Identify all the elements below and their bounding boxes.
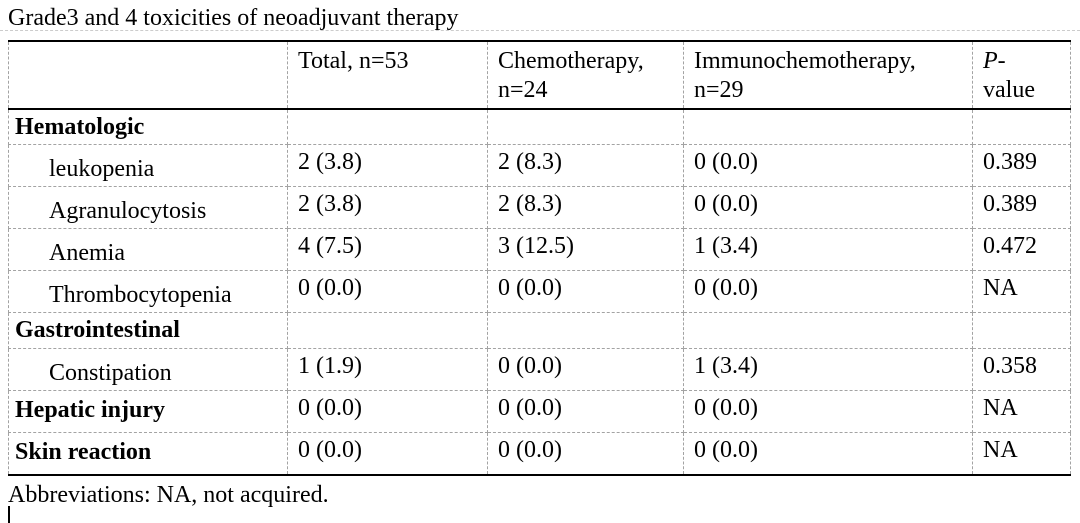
header-chemotherapy-line1: Chemotherapy, <box>498 48 644 74</box>
toxicity-table: Total, n=53 Chemotherapy, n=24 Immunoche… <box>8 40 1071 476</box>
header-immunochemotherapy-line2: n=29 <box>694 77 744 104</box>
header-immunochemotherapy-line1: Immunochemotherapy, <box>694 48 916 74</box>
row-label-cell: leukopenia <box>8 144 288 188</box>
value-cell-immunochemotherapy <box>683 108 973 146</box>
value-cell-pvalue <box>972 108 1071 146</box>
value-cell-immunochemotherapy: 0 (0.0) <box>683 390 973 434</box>
value-cell-chemotherapy: 0 (0.0) <box>487 390 684 434</box>
header-cell-rowlabel <box>8 40 288 110</box>
value-cell-pvalue: 0.389 <box>972 186 1071 230</box>
row-label-cell: Agranulocytosis <box>8 186 288 230</box>
header-cell-pvalue: P- value <box>972 40 1071 110</box>
gridline-artifact <box>0 30 1080 31</box>
value-cell-immunochemotherapy: 1 (3.4) <box>683 348 973 392</box>
abbreviations-note: Abbreviations: NA, not acquired. <box>8 482 329 508</box>
value-cell-immunochemotherapy: 0 (0.0) <box>683 186 973 230</box>
value-cell-chemotherapy: 0 (0.0) <box>487 348 684 392</box>
row-gastrointestinal: Gastrointestinal <box>8 312 1071 350</box>
value-cell-total: 0 (0.0) <box>287 390 488 434</box>
row-label-cell: Gastrointestinal <box>8 312 288 350</box>
row-label-cell: Hepatic injury <box>8 390 288 434</box>
header-cell-total: Total, n=53 <box>287 40 488 110</box>
value-cell-chemotherapy: 0 (0.0) <box>487 270 684 314</box>
value-cell-total <box>287 312 488 350</box>
value-cell-total: 4 (7.5) <box>287 228 488 272</box>
header-row: Total, n=53 Chemotherapy, n=24 Immunoche… <box>8 40 1071 110</box>
row-thrombocytopenia: Thrombocytopenia 0 (0.0) 0 (0.0) 0 (0.0)… <box>8 270 1071 314</box>
header-pvalue-line1: P- <box>983 48 1006 74</box>
value-cell-pvalue: 0.358 <box>972 348 1071 392</box>
value-cell-chemotherapy: 2 (8.3) <box>487 186 684 230</box>
value-cell-chemotherapy <box>487 312 684 350</box>
row-label-cell: Constipation <box>8 348 288 392</box>
value-cell-pvalue: 0.472 <box>972 228 1071 272</box>
value-cell-pvalue <box>972 312 1071 350</box>
value-cell-immunochemotherapy <box>683 312 973 350</box>
header-cell-chemotherapy: Chemotherapy, n=24 <box>487 40 684 110</box>
value-cell-chemotherapy: 3 (12.5) <box>487 228 684 272</box>
value-cell-pvalue: 0.389 <box>972 144 1071 188</box>
value-cell-total: 2 (3.8) <box>287 186 488 230</box>
value-cell-immunochemotherapy: 1 (3.4) <box>683 228 973 272</box>
page-title: Grade3 and 4 toxicities of neoadjuvant t… <box>8 5 459 31</box>
value-cell-total: 2 (3.8) <box>287 144 488 188</box>
row-label-cell: Skin reaction <box>8 432 288 476</box>
value-cell-immunochemotherapy: 0 (0.0) <box>683 270 973 314</box>
value-cell-chemotherapy <box>487 108 684 146</box>
row-label-cell: Thrombocytopenia <box>8 270 288 314</box>
value-cell-total: 0 (0.0) <box>287 270 488 314</box>
row-label-cell: Hematologic <box>8 108 288 146</box>
value-cell-total: 1 (1.9) <box>287 348 488 392</box>
row-constipation: Constipation 1 (1.9) 0 (0.0) 1 (3.4) 0.3… <box>8 348 1071 392</box>
value-cell-pvalue: NA <box>972 432 1071 476</box>
row-leukopenia: leukopenia 2 (3.8) 2 (8.3) 0 (0.0) 0.389 <box>8 144 1071 188</box>
row-agranulocytosis: Agranulocytosis 2 (3.8) 2 (8.3) 0 (0.0) … <box>8 186 1071 230</box>
value-cell-immunochemotherapy: 0 (0.0) <box>683 432 973 476</box>
header-cell-immunochemotherapy: Immunochemotherapy, n=29 <box>683 40 973 110</box>
row-label-cell: Anemia <box>8 228 288 272</box>
header-total-line1: Total, n=53 <box>298 48 409 74</box>
value-cell-immunochemotherapy: 0 (0.0) <box>683 144 973 188</box>
row-hematologic: Hematologic <box>8 108 1071 146</box>
header-chemotherapy-line2: n=24 <box>498 77 548 104</box>
value-cell-total <box>287 108 488 146</box>
value-cell-pvalue: NA <box>972 270 1071 314</box>
value-cell-pvalue: NA <box>972 390 1071 434</box>
value-cell-chemotherapy: 2 (8.3) <box>487 144 684 188</box>
row-hepatic-injury: Hepatic injury 0 (0.0) 0 (0.0) 0 (0.0) N… <box>8 390 1071 434</box>
row-anemia: Anemia 4 (7.5) 3 (12.5) 1 (3.4) 0.472 <box>8 228 1071 272</box>
header-pvalue-line2: value <box>983 77 1035 104</box>
row-skin-reaction: Skin reaction 0 (0.0) 0 (0.0) 0 (0.0) NA <box>8 432 1071 476</box>
text-cursor <box>8 506 10 523</box>
value-cell-total: 0 (0.0) <box>287 432 488 476</box>
value-cell-chemotherapy: 0 (0.0) <box>487 432 684 476</box>
